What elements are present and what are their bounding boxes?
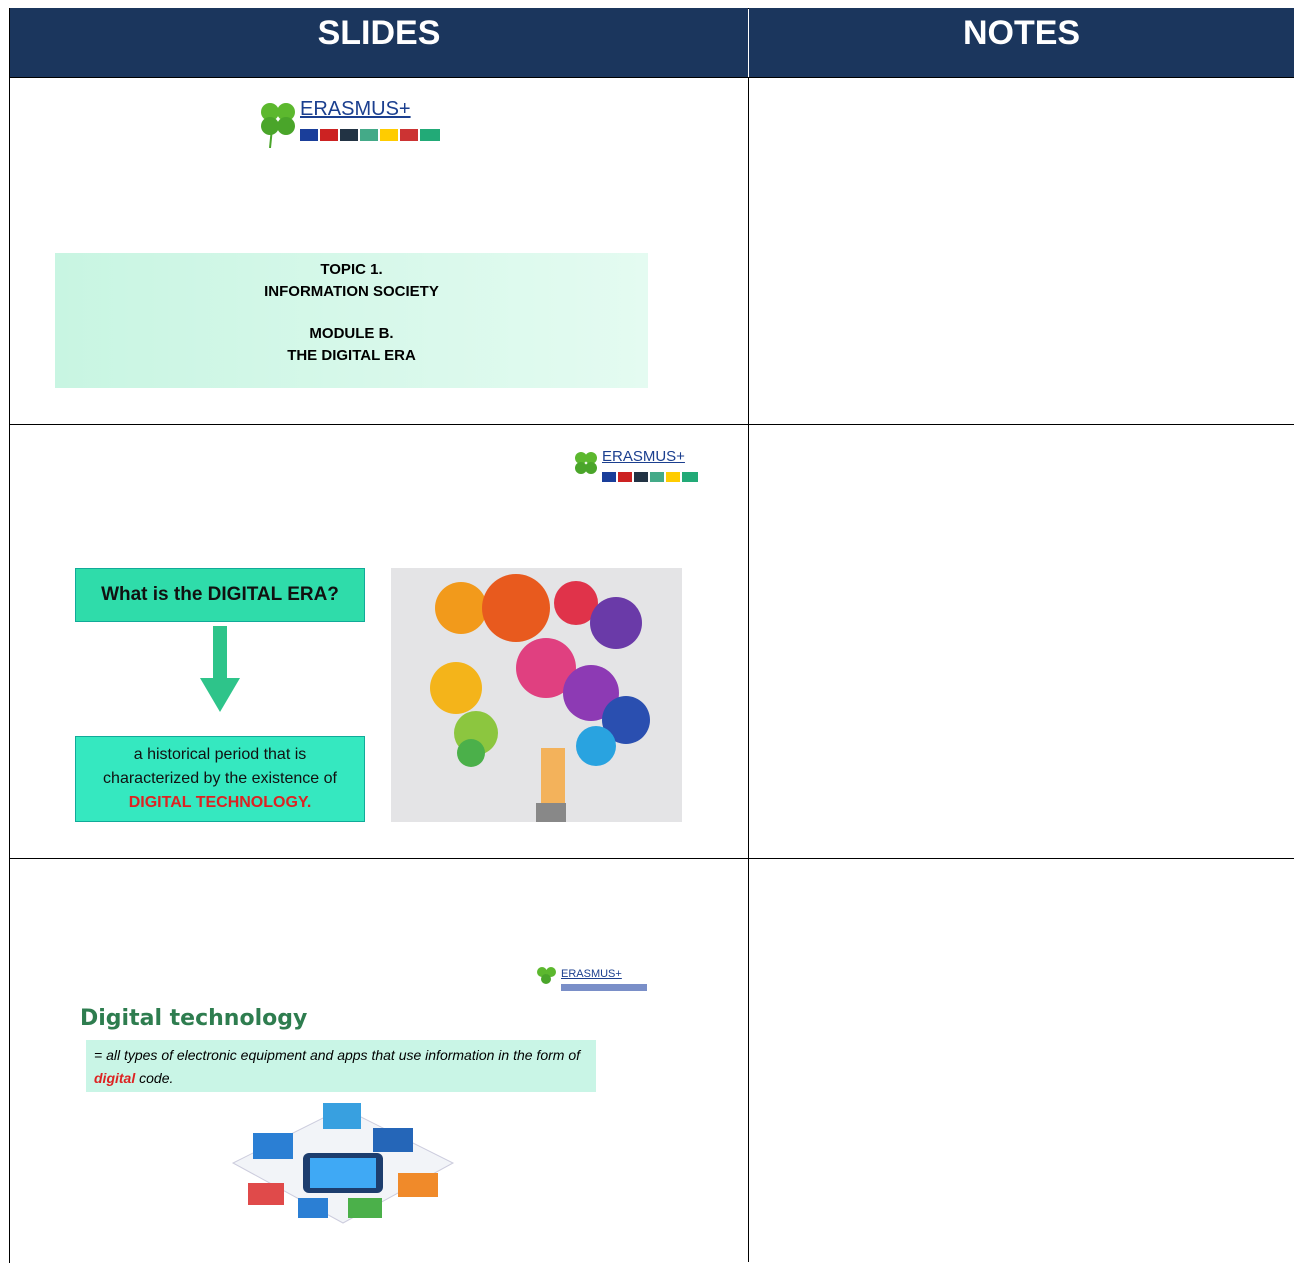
logo: ERASMUS+	[572, 448, 700, 484]
logo-text: ERASMUS+	[602, 448, 685, 465]
question-box: What is the DIGITAL ERA?	[75, 568, 365, 622]
slide-title: Digital technology	[80, 1006, 308, 1031]
tail: code.	[139, 1070, 174, 1086]
highlight: DIGITAL TECHNOLOGY.	[128, 794, 312, 811]
logo-text: ERASMUS+	[300, 98, 411, 120]
clover	[575, 452, 597, 474]
answer: a historical period that is characterize…	[103, 746, 337, 787]
definition-box: = all types of electronic equipment and …	[86, 1040, 596, 1092]
row-divider	[10, 858, 1294, 859]
line: TOPIC 1.	[320, 261, 383, 278]
definition: = all types of electronic equipment and …	[94, 1047, 581, 1063]
logo: ERASMUS+	[258, 98, 446, 148]
header-notes: NOTES	[749, 8, 1294, 77]
header-slides: SLIDES	[10, 8, 748, 77]
arrow	[200, 626, 240, 712]
header-text: SLIDES	[317, 14, 441, 52]
flags	[561, 984, 647, 991]
column-divider	[748, 77, 749, 1262]
line: MODULE B.	[309, 325, 394, 342]
clover	[261, 103, 295, 148]
answer-box: a historical period that is characterize…	[75, 736, 365, 822]
logo-text: ERASMUS+	[561, 968, 622, 980]
highlight: digital	[94, 1070, 136, 1086]
line: INFORMATION SOCIETY	[264, 283, 439, 300]
title-box: TOPIC 1. INFORMATION SOCIETY MODULE B. T…	[55, 253, 648, 388]
devices-illustration	[231, 1103, 455, 1224]
flags	[602, 472, 698, 482]
logo: ERASMUS+	[535, 964, 649, 992]
line: THE DIGITAL ERA	[287, 347, 416, 364]
digital-illustration	[391, 568, 682, 822]
row-divider	[10, 424, 1294, 425]
flags	[300, 129, 440, 141]
clover	[537, 967, 556, 984]
row-divider	[10, 77, 1294, 78]
header-text: NOTES	[962, 14, 1081, 52]
